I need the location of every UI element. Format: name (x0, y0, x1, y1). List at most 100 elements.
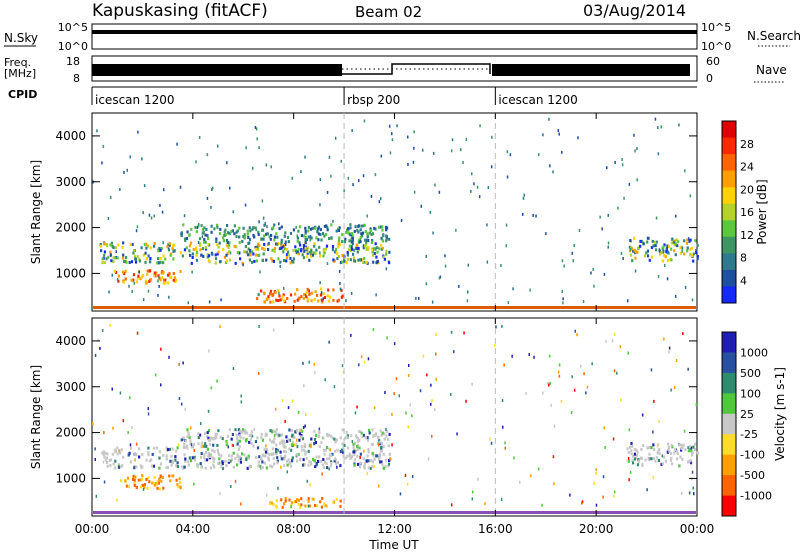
echo-cell (336, 299, 339, 303)
echo-cell (228, 454, 231, 458)
echo-cell (323, 466, 326, 470)
echo-cell (140, 246, 143, 250)
echo-cell (326, 228, 329, 232)
echo-cell (349, 456, 352, 460)
echo-cell (306, 299, 309, 303)
echo-cell (687, 237, 690, 241)
echo-cell (121, 256, 125, 260)
echo-cell (239, 460, 242, 464)
echo-cell (301, 253, 304, 257)
echo-cell (136, 255, 139, 259)
echo-cell (371, 238, 374, 242)
echo-cell (202, 254, 205, 258)
echo-cell (658, 447, 661, 451)
echo-cell (541, 503, 543, 507)
echo-cell (668, 449, 671, 453)
echo-cell (92, 422, 94, 426)
echo-cell (298, 428, 301, 432)
echo-cell (689, 446, 693, 450)
echo-cell (167, 448, 170, 452)
echo-cell (661, 462, 664, 466)
echo-cell (99, 347, 101, 350)
echo-cell (409, 403, 411, 407)
echo-cell (149, 257, 152, 260)
echo-cell (339, 261, 342, 265)
echo-cell (280, 465, 282, 469)
echo-cell (359, 235, 362, 239)
echo-cell (668, 350, 670, 354)
echo-cell (116, 446, 119, 450)
nsky-trace (92, 30, 697, 34)
echo-cell (307, 297, 310, 301)
echo-cell (97, 338, 99, 342)
echo-cell (229, 459, 232, 463)
echo-cell (301, 429, 304, 433)
echo-cell (306, 287, 309, 291)
echo-cell (654, 117, 657, 121)
power-ylabel: Slant Range [km] (29, 160, 43, 264)
echo-cell (226, 224, 229, 227)
colorbar-tick-label: 16 (740, 206, 754, 219)
echo-cell (293, 299, 296, 303)
echo-cell (222, 236, 225, 240)
echo-cell (374, 227, 377, 231)
echo-cell (186, 428, 189, 432)
echo-cell (642, 242, 645, 246)
echo-cell (290, 501, 293, 505)
echo-cell (319, 251, 321, 255)
echo-cell (435, 377, 437, 381)
echo-cell (490, 441, 493, 445)
colorbar-swatch (722, 413, 736, 435)
echo-cell (248, 465, 252, 469)
echo-cell (358, 446, 361, 450)
echo-cell (184, 237, 187, 241)
echo-cell (254, 440, 258, 444)
echo-cell (380, 243, 383, 247)
echo-cell (298, 296, 301, 300)
echo-cell (148, 269, 151, 273)
echo-cell (683, 429, 686, 433)
echo-cell (548, 354, 551, 358)
echo-cell (650, 246, 653, 250)
echo-cell (129, 460, 132, 464)
echo-cell (288, 447, 291, 451)
echo-cell (279, 455, 282, 459)
echo-cell (230, 437, 233, 441)
x-tick-label: 16:00 (478, 522, 513, 536)
echo-cell (257, 292, 260, 296)
echo-cell (181, 254, 184, 258)
echo-cell (491, 135, 493, 139)
echo-cell (213, 437, 216, 441)
echo-cell (378, 225, 381, 229)
echo-cell (569, 493, 571, 497)
echo-cell (168, 474, 171, 478)
echo-cell (435, 352, 437, 356)
echo-cell (557, 129, 559, 133)
echo-cell (340, 159, 342, 163)
echo-cell (244, 245, 247, 248)
echo-cell (367, 448, 370, 451)
echo-cell (158, 247, 161, 250)
echo-cell (145, 477, 148, 481)
echo-cell (484, 502, 486, 506)
echo-cell (125, 256, 128, 259)
echo-cell (633, 236, 636, 240)
echo-cell (302, 426, 305, 429)
echo-cell (128, 284, 130, 288)
echo-cell (380, 460, 383, 464)
echo-cell (216, 444, 219, 447)
echo-cell (670, 247, 673, 251)
echo-cell (356, 462, 360, 466)
echo-cell (154, 274, 157, 278)
echo-cell (304, 155, 306, 159)
echo-cell (367, 450, 370, 454)
echo-cell (640, 447, 643, 451)
echo-cell (288, 428, 291, 432)
echo-cell (265, 258, 268, 262)
echo-cell (345, 230, 348, 234)
echo-cell (208, 254, 211, 258)
echo-cell (146, 244, 149, 248)
echo-cell (114, 450, 117, 454)
echo-cell (216, 223, 219, 227)
echo-cell (320, 238, 323, 242)
